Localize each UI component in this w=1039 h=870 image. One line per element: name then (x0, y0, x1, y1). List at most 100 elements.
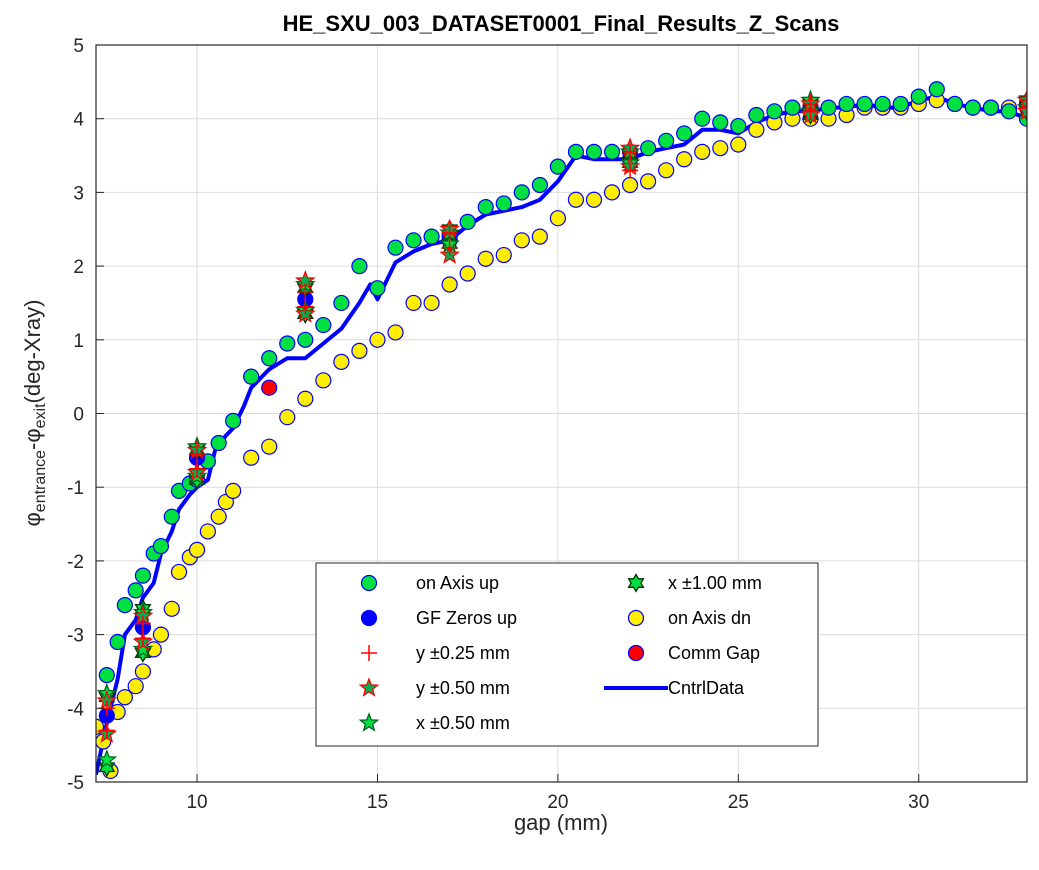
data-point (297, 283, 314, 300)
data-point (351, 342, 368, 359)
data-point (261, 350, 278, 367)
legend-item-on-axis-up: on Axis up (360, 573, 499, 593)
data-point (640, 140, 657, 157)
data-point (694, 143, 711, 160)
data-point (549, 210, 566, 227)
data-point (243, 368, 260, 385)
data-point (261, 379, 278, 396)
x-tick-label: 15 (367, 792, 388, 813)
y-tick-label: 1 (73, 331, 84, 352)
data-point (567, 191, 585, 208)
legend-item-gf-zeros-up: GF Zeros up (360, 608, 517, 628)
data-point (315, 316, 332, 334)
legend-label: on Axis dn (668, 608, 751, 628)
data-point (98, 722, 115, 739)
data-point (964, 99, 981, 116)
x-axis-label: gap (mm) (514, 810, 608, 835)
data-point (622, 162, 639, 179)
data-point (297, 298, 314, 315)
data-point (127, 582, 144, 599)
data-point (928, 81, 945, 98)
data-point (603, 143, 621, 160)
data-point (405, 232, 422, 249)
data-point (1016, 89, 1027, 110)
data-point (856, 95, 873, 113)
legend-swatch (358, 677, 380, 697)
data-point (152, 626, 170, 643)
data-point (189, 460, 206, 477)
data-point (549, 158, 566, 175)
legend-item-x-pm1-00-mm: x ±1.00 mm (627, 573, 762, 593)
chart-title: HE_SXU_003_DATASET0001_Final_Results_Z_S… (283, 11, 840, 36)
y-tick-label: 3 (73, 183, 84, 204)
data-point (163, 600, 180, 617)
y-axis-label: φentrance-φexit(deg-Xray) (20, 300, 49, 527)
y-tick-label: 2 (73, 257, 84, 278)
data-point (132, 638, 154, 659)
data-point (387, 324, 404, 341)
y-ticks: -5 -4 -3 -2 -1 0 1 2 3 4 5 (67, 36, 104, 794)
data-point (170, 563, 188, 581)
legend-swatch (360, 609, 378, 627)
y-label-minus: - (20, 443, 45, 450)
data-point (297, 390, 314, 407)
data-point (297, 331, 314, 348)
data-point (495, 246, 512, 264)
data-point (351, 258, 368, 275)
data-point (712, 140, 729, 157)
legend-label: x ±1.00 mm (668, 573, 762, 593)
data-point (946, 95, 963, 113)
data-point (261, 438, 278, 455)
data-point (134, 663, 152, 680)
legend-label: y ±0.50 mm (416, 678, 510, 698)
data-point (423, 294, 440, 312)
data-point (459, 213, 476, 230)
data-point (459, 265, 476, 282)
series-y-pm0-25-mm (98, 92, 1027, 739)
data-point (210, 508, 227, 525)
legend-label: GF Zeros up (416, 608, 517, 628)
data-point (513, 232, 530, 249)
data-point (134, 615, 151, 632)
data-point (748, 106, 765, 124)
data-point (748, 121, 765, 138)
y-tick-label: 4 (73, 110, 84, 131)
data-point (225, 482, 242, 499)
data-point (152, 538, 170, 555)
legend-label: y ±0.25 mm (416, 643, 510, 663)
data-point (513, 184, 530, 201)
data-point (116, 689, 133, 706)
data-point (874, 95, 891, 113)
data-point (225, 412, 242, 429)
data-point (603, 184, 621, 201)
legend-item-on-axis-dn: on Axis dn (627, 608, 751, 628)
legend-item-comm-gap: Comm Gap (627, 643, 760, 663)
data-point (495, 195, 512, 212)
data-point (802, 103, 819, 120)
y-label-phi-b: φ (20, 428, 45, 442)
data-point (188, 541, 206, 558)
data-point (369, 331, 386, 348)
data-point (210, 434, 227, 452)
legend-swatch (627, 644, 645, 662)
data-point (477, 199, 494, 216)
y-label-sub-b: exit (32, 403, 49, 428)
legend-label: on Axis up (416, 573, 499, 593)
legend-box (315, 562, 819, 747)
data-point (387, 239, 404, 256)
data-point (712, 114, 729, 131)
data-point (134, 630, 151, 647)
data-point (189, 446, 206, 463)
data-point (910, 88, 927, 105)
data-point (477, 250, 494, 267)
data-point (163, 508, 180, 525)
data-point (585, 143, 603, 160)
x-tick-label: 30 (908, 792, 929, 813)
data-point (640, 173, 657, 190)
data-point (441, 224, 458, 241)
data-point (766, 103, 783, 120)
legend-swatch (627, 609, 645, 627)
data-point (98, 667, 115, 684)
y-tick-label: -1 (67, 478, 84, 499)
legend-item-x-pm0-50-mm: x ±0.50 mm (358, 712, 510, 733)
